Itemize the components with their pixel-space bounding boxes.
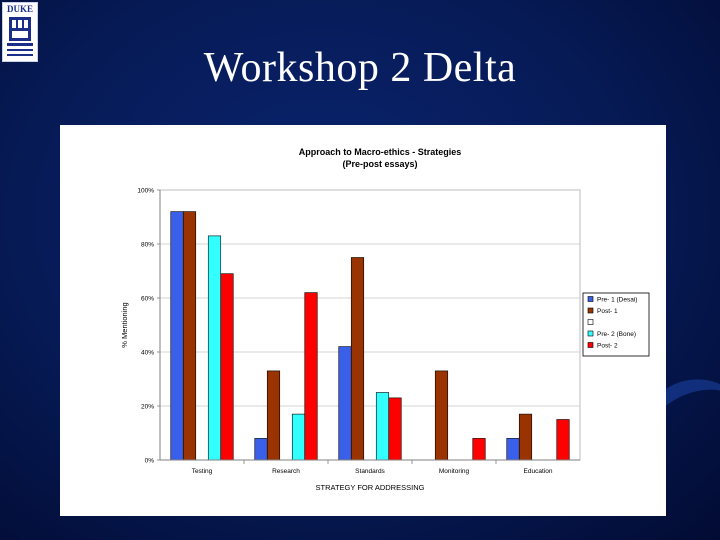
bar-testing-series-4 bbox=[220, 273, 234, 461]
bar-education-series-1 bbox=[518, 413, 533, 461]
legend-swatch bbox=[587, 330, 594, 337]
bar-education-series-4 bbox=[556, 419, 570, 461]
y-tick-label: 80% bbox=[141, 242, 154, 249]
y-tick-label: 0% bbox=[145, 458, 155, 465]
legend-label: Post- 2 bbox=[597, 343, 618, 350]
bar-testing-series-0 bbox=[170, 211, 184, 461]
legend-box bbox=[582, 292, 650, 357]
bar-research-series-1 bbox=[266, 370, 281, 461]
bar-monitoring-series-4 bbox=[472, 438, 486, 461]
legend-label: Pre- 1 (Desai) bbox=[597, 297, 637, 304]
x-tick-label: Research bbox=[272, 468, 300, 475]
bar-research-series-0 bbox=[254, 438, 268, 461]
chapel-icon bbox=[7, 17, 33, 56]
bar-chart: Approach to Macro-ethics - Strategies (P… bbox=[120, 147, 650, 492]
bar-testing-series-3 bbox=[207, 235, 222, 461]
legend-swatch bbox=[587, 319, 594, 325]
bar-standards-series-0 bbox=[338, 346, 352, 461]
bar-education-series-0 bbox=[506, 438, 520, 461]
y-tick-label: 100% bbox=[137, 188, 154, 195]
legend-label: Pre- 2 (Bone) bbox=[597, 331, 636, 338]
legend-label: Post- 1 bbox=[597, 308, 618, 315]
bar-standards-series-3 bbox=[375, 392, 390, 461]
slide-title: Workshop 2 Delta bbox=[203, 45, 517, 91]
y-tick-label: 60% bbox=[141, 296, 154, 303]
logo-text: DUKE bbox=[6, 4, 33, 14]
bar-monitoring-series-1 bbox=[434, 370, 449, 461]
x-tick-label: Testing bbox=[192, 468, 213, 475]
bars bbox=[170, 211, 570, 461]
bar-research-series-3 bbox=[291, 413, 306, 461]
y-axis-label: % Mentioning bbox=[120, 302, 129, 347]
bar-standards-series-1 bbox=[350, 257, 365, 461]
y-tick-label: 20% bbox=[141, 404, 154, 411]
chart-panel: Approach to Macro-ethics - Strategies (P… bbox=[60, 125, 666, 516]
y-tick-label: 40% bbox=[141, 350, 154, 357]
bar-testing-series-1 bbox=[182, 211, 197, 461]
legend-swatch bbox=[587, 296, 594, 302]
legend: Pre- 1 (Desai) Post- 1 Pre- 2 (Bone) Post- … bbox=[582, 292, 650, 357]
bar-research-series-4 bbox=[304, 292, 318, 461]
x-tick-label: Standards bbox=[355, 468, 385, 475]
bar-standards-series-4 bbox=[388, 397, 402, 461]
legend-swatch bbox=[587, 342, 594, 348]
duke-logo: DUKE bbox=[2, 2, 38, 62]
y-axis-ticks: 0% 20% 40% 60% 80% 100% bbox=[137, 188, 160, 465]
x-axis-label: STRATEGY FOR ADDRESSING bbox=[316, 483, 425, 492]
x-tick-label: Monitoring bbox=[439, 468, 470, 475]
x-tick-label: Education bbox=[524, 468, 553, 475]
x-axis-ticks: Testing Research Standards Monitoring Educat… bbox=[159, 190, 580, 475]
chart-subtitle: (Pre-post essays) bbox=[342, 159, 417, 169]
chart-title: Approach to Macro-ethics - Strategies bbox=[299, 147, 462, 157]
legend-swatch bbox=[587, 307, 594, 314]
